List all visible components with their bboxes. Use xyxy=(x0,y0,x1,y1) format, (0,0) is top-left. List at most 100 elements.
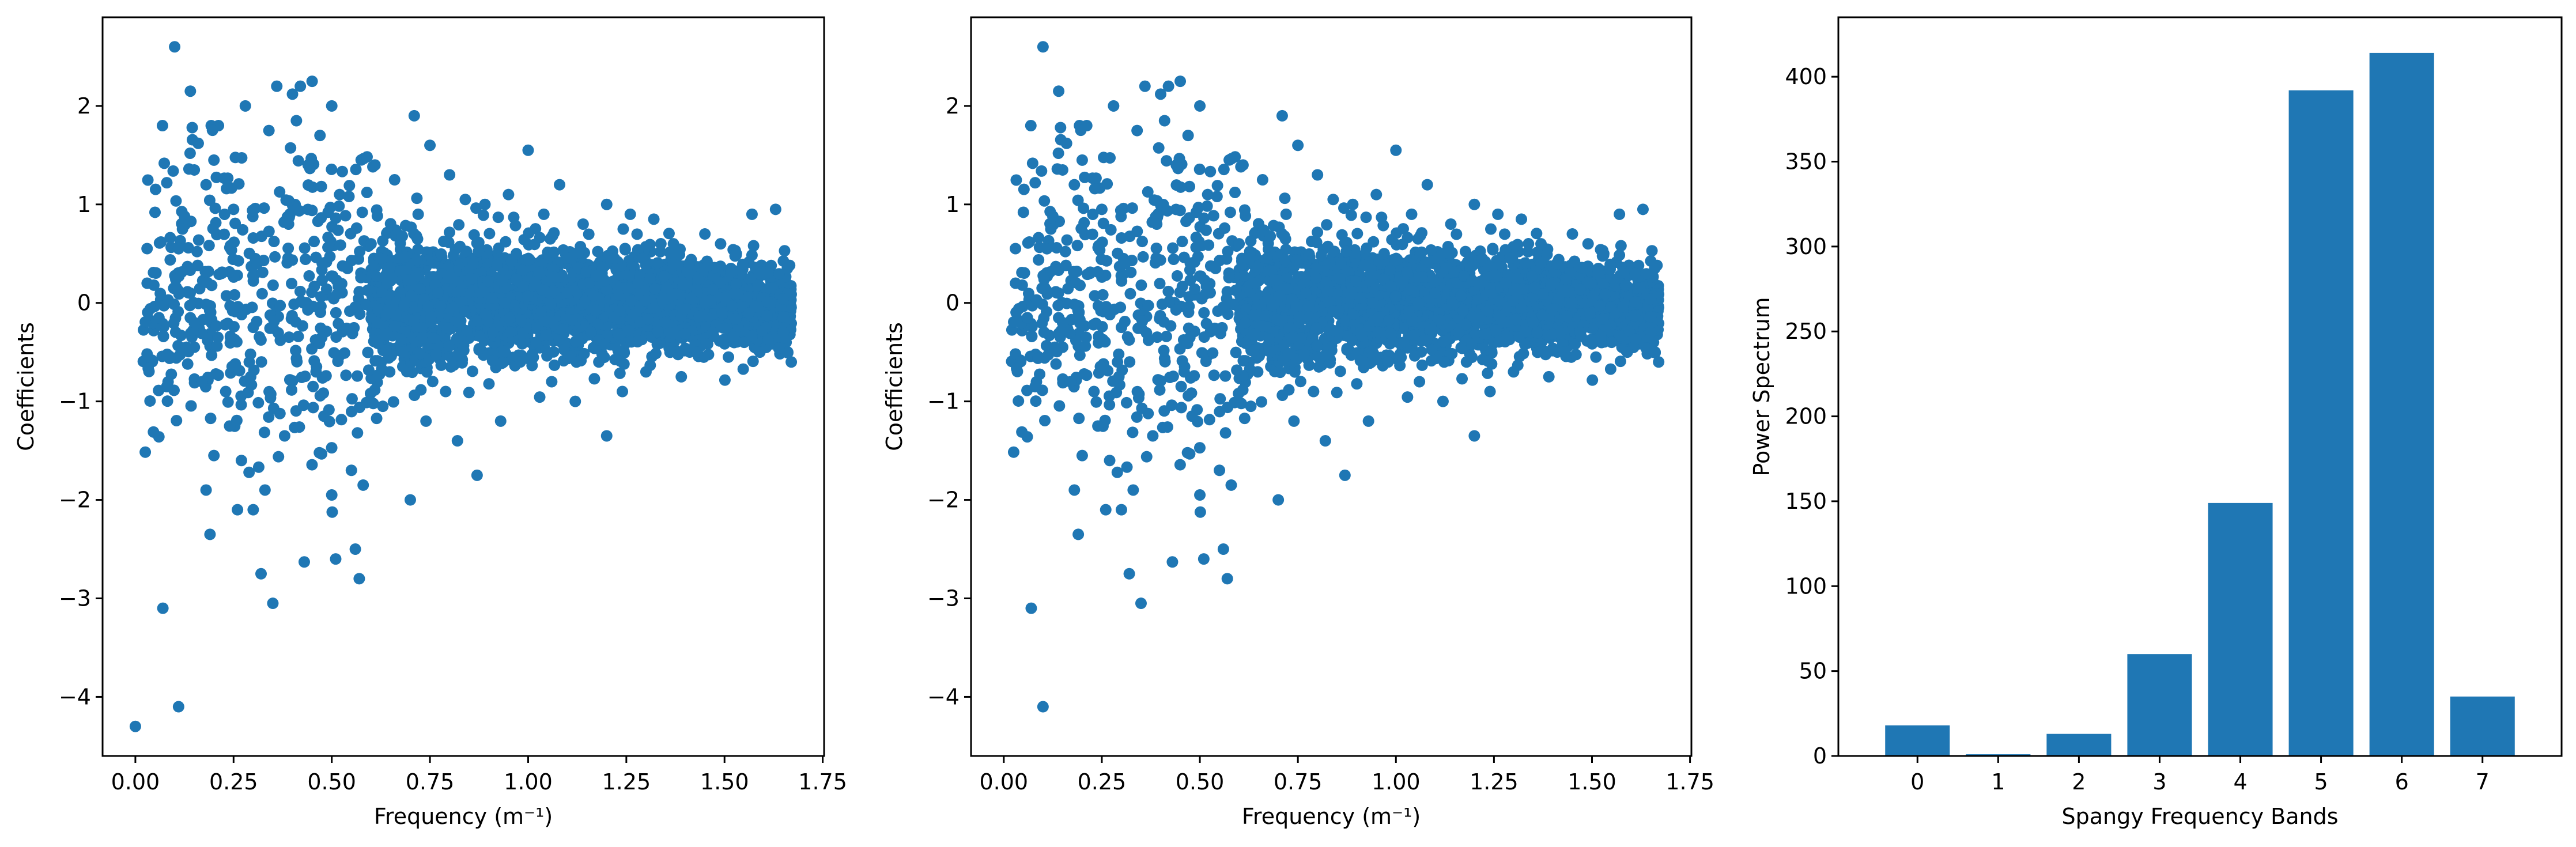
scatter-point xyxy=(557,244,569,256)
scatter-point xyxy=(361,186,373,198)
scatter-point xyxy=(176,223,188,235)
scatter-point xyxy=(326,100,338,112)
scatter-point xyxy=(310,366,322,378)
scatter-point xyxy=(352,370,364,382)
scatter-point xyxy=(291,356,303,368)
scatter-point xyxy=(207,222,219,235)
scatter-point xyxy=(206,124,218,137)
scatter-point xyxy=(777,311,790,323)
scatter-point xyxy=(256,288,268,300)
x-tick-label: 1.75 xyxy=(798,769,847,795)
scatter-point xyxy=(558,343,570,356)
scatter-point xyxy=(496,275,508,287)
scatter-point xyxy=(577,218,589,230)
scatter-point xyxy=(427,332,439,344)
x-tick-label: 0.25 xyxy=(209,769,258,795)
scatter-point xyxy=(490,259,503,271)
scatter-point xyxy=(1402,391,1414,403)
scatter-point xyxy=(239,100,251,112)
scatter-point xyxy=(523,227,535,239)
scatter-point xyxy=(749,301,761,313)
scatter-point xyxy=(299,242,311,254)
scatter-point xyxy=(1360,211,1372,224)
scatter-point xyxy=(535,305,547,317)
scatter-point xyxy=(420,415,432,427)
scatter-point xyxy=(451,435,463,447)
scatter-point xyxy=(258,426,270,438)
scatter-point xyxy=(306,286,318,298)
scatter-point xyxy=(142,362,154,375)
scatter-point xyxy=(139,316,152,328)
scatter-point xyxy=(300,254,312,266)
scatter-point xyxy=(412,208,424,220)
scatter-point xyxy=(286,278,298,290)
scatter-point xyxy=(529,276,541,288)
scatter-point xyxy=(153,431,165,443)
scatter-point xyxy=(569,395,581,407)
scatter-point xyxy=(388,320,401,332)
scatter-point xyxy=(243,356,255,368)
scatter-point xyxy=(614,367,626,379)
scatter-point xyxy=(314,390,326,402)
scatter-point xyxy=(200,179,212,191)
scatter-point xyxy=(1541,248,1553,260)
scatter-point xyxy=(285,142,297,154)
scatter-point xyxy=(503,188,515,201)
scatter-point xyxy=(330,553,342,565)
scatter-point xyxy=(191,259,203,271)
scatter-point xyxy=(752,279,764,292)
scatter-point xyxy=(600,430,613,442)
scatter-point xyxy=(398,300,410,312)
scatter-point xyxy=(664,346,676,358)
scatter-point xyxy=(781,346,794,358)
scatter-point xyxy=(640,366,652,378)
scatter-point xyxy=(1294,376,1306,388)
scatter-point xyxy=(624,208,636,220)
scatter-point xyxy=(530,336,542,349)
scatter-point xyxy=(161,395,173,407)
scatter-point xyxy=(447,249,459,262)
scatter-point xyxy=(334,188,346,201)
scatter-point xyxy=(222,396,234,408)
scatter-point xyxy=(330,331,342,343)
scatter-point xyxy=(762,333,775,345)
scatter-point xyxy=(1504,252,1516,264)
scatter-point xyxy=(298,556,310,568)
scatter-point xyxy=(235,390,247,402)
scatter-point xyxy=(349,543,361,555)
x-tick-label: 1.00 xyxy=(504,769,553,795)
scatter-point xyxy=(188,316,201,328)
scatter-point xyxy=(265,392,277,404)
scatter-point xyxy=(534,391,546,403)
scatter-point xyxy=(216,267,228,279)
scatter-point xyxy=(664,247,676,259)
scatter-point xyxy=(333,200,345,212)
scatter-point xyxy=(644,273,656,285)
scatter-point xyxy=(517,327,529,339)
scatter-point xyxy=(717,334,730,346)
scatter-point xyxy=(548,246,560,258)
scatter-point xyxy=(652,326,664,338)
scatter-point xyxy=(1361,242,1373,254)
scatter-point xyxy=(444,169,456,181)
scatter-point xyxy=(498,297,511,309)
scatter-point xyxy=(233,365,245,377)
scatter-point xyxy=(185,400,197,412)
scatter-point xyxy=(509,220,522,232)
x-tick-label: 0.75 xyxy=(406,769,455,795)
scatter-point xyxy=(375,252,387,264)
scatter-point xyxy=(203,240,215,252)
scatter-point xyxy=(156,120,168,132)
scatter-point xyxy=(1456,373,1468,385)
x-tick-label: 0.50 xyxy=(307,769,356,795)
scatter-point xyxy=(318,410,330,422)
scatter-point xyxy=(293,421,305,433)
scatter-point xyxy=(271,80,283,92)
scatter-point xyxy=(761,309,773,322)
scatter-point xyxy=(377,235,389,247)
scatter-point xyxy=(737,363,749,375)
scatter-point xyxy=(335,414,348,426)
scatter-point xyxy=(411,192,423,205)
scatter-point xyxy=(228,203,240,215)
